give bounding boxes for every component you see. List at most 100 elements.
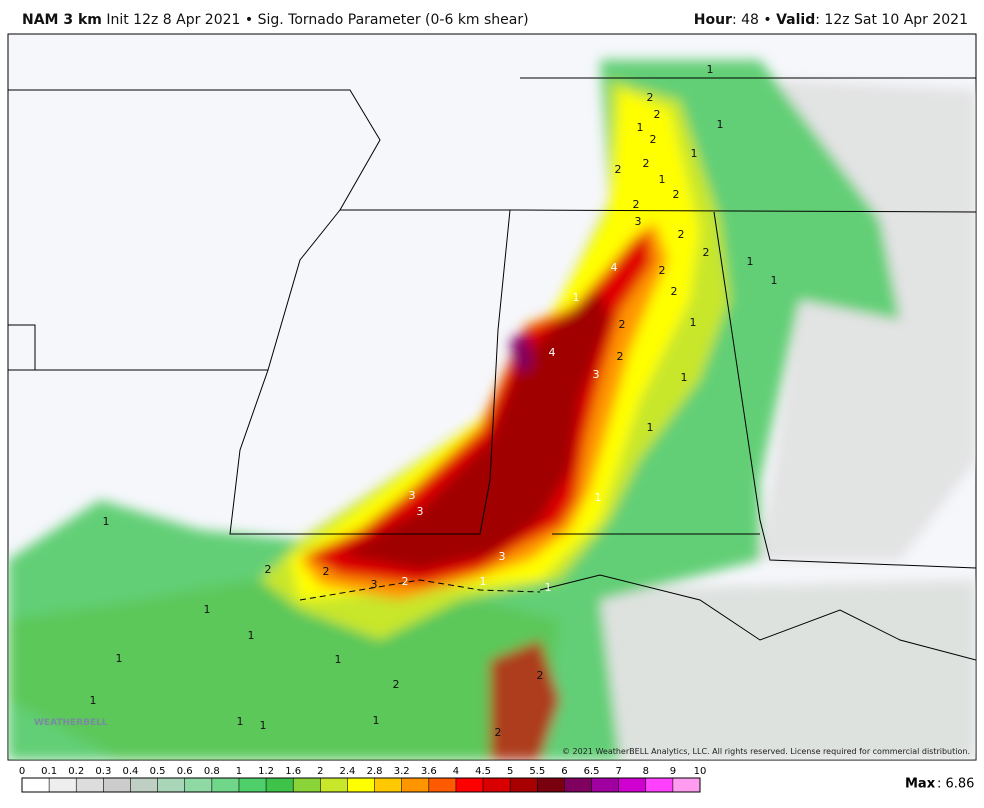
colorbar-bin	[347, 778, 375, 792]
contour-label: 2	[633, 198, 640, 211]
contour-label: 2	[615, 163, 622, 176]
colorbar-tick-label: 9	[670, 766, 676, 777]
contour-label: 2	[659, 264, 666, 277]
colorbar-tick-label: 4	[453, 766, 459, 777]
colorbar-bin	[564, 778, 592, 792]
colorbar-bin	[483, 778, 511, 792]
contour-label: 2	[703, 246, 710, 259]
contour-label: 1	[90, 694, 97, 707]
contour-label: 1	[707, 63, 714, 76]
contour-label: 1	[647, 421, 654, 434]
colorbar-tick-label: 1.2	[258, 766, 274, 777]
colorbar-tick-label: 1	[236, 766, 242, 777]
colorbar-tick-label: 0	[19, 766, 25, 777]
description: Init 12z 8 Apr 2021 • Sig. Tornado Param…	[106, 12, 529, 28]
contour-label: 1	[771, 274, 778, 287]
colorbar-tick-label: 10	[694, 766, 707, 777]
contour-label: 3	[499, 550, 506, 563]
contour-label: 2	[393, 678, 400, 691]
colorbar-tick-label: 3.2	[394, 766, 410, 777]
colorbar-tick-label: 4.5	[475, 766, 491, 777]
colorbar-bin	[211, 778, 239, 792]
colorbar-bin	[320, 778, 348, 792]
max-value: : 6.86	[937, 777, 974, 792]
colorbar-tick-label: 0.3	[95, 766, 111, 777]
logo: WEATHERBELL	[34, 718, 108, 728]
contour-label: 1	[717, 118, 724, 131]
boundaries	[8, 77, 976, 661]
contour-label: 2	[673, 188, 680, 201]
contour-label: 1	[204, 603, 211, 616]
colorbar-bin	[22, 778, 50, 792]
colorbar-bin	[428, 778, 456, 792]
colorbar-bin	[510, 778, 538, 792]
contour-label: 3	[635, 215, 642, 228]
contour-label: 2	[265, 563, 272, 576]
contour-label: 2	[643, 157, 650, 170]
contour-label: 2	[650, 133, 657, 146]
colorbar-bin	[157, 778, 185, 792]
contour-label: 1	[103, 515, 110, 528]
colorbar-bin	[76, 778, 104, 792]
colorbar-tick-label: 0.8	[204, 766, 220, 777]
colorbar-tick-label: 1.6	[285, 766, 301, 777]
colorbar-tick-label: 8	[643, 766, 649, 777]
copyright: © 2021 WeatherBELL Analytics, LLC. All r…	[562, 747, 970, 756]
colorbar-bin	[672, 778, 700, 792]
contour-label: 1	[637, 121, 644, 134]
contour-label: 1	[545, 581, 552, 594]
header-right: Hour: 48 • Valid: 12z Sat 10 Apr 2021	[694, 12, 968, 28]
colorbar-tick-label: 5.5	[529, 766, 545, 777]
colorbar-bin	[49, 778, 77, 792]
contour-label: 3	[409, 489, 416, 502]
colorbar-tick-label: 0.6	[177, 766, 193, 777]
contour-label: 1	[116, 652, 123, 665]
contour-label: 1	[573, 291, 580, 304]
contour-label: 3	[593, 368, 600, 381]
colorbar-tick-label: 3.6	[421, 766, 437, 777]
colorbar-tick-label: 2	[317, 766, 323, 777]
contour-label: 2	[537, 669, 544, 682]
colorbar-bin	[645, 778, 673, 792]
contour-label: 1	[260, 719, 267, 732]
colorbar-tick-label: 2.4	[339, 766, 355, 777]
colorbar-bin	[401, 778, 429, 792]
contour-label: 2	[402, 575, 409, 588]
contour-label: 1	[480, 575, 487, 588]
contour-label: 3	[371, 578, 378, 591]
contour-label: 1	[691, 147, 698, 160]
colorbar-bin	[374, 778, 402, 792]
colorbar-tick-label: 7	[615, 766, 621, 777]
contour-label: 1	[690, 316, 697, 329]
colorbar-bin	[591, 778, 619, 792]
contour-label: 2	[654, 108, 661, 121]
contour-label: 2	[495, 726, 502, 739]
colorbar-bin	[184, 778, 212, 792]
contour-label: 3	[417, 505, 424, 518]
colorbar-tick-label: 5	[507, 766, 513, 777]
contour-label: 2	[671, 285, 678, 298]
header-left: NAM 3 km Init 12z 8 Apr 2021 • Sig. Torn…	[22, 12, 529, 28]
colorbar-bin	[238, 778, 267, 792]
colorbar-bin	[537, 778, 565, 792]
contour-label: 4	[611, 261, 618, 274]
colorbar-bin	[266, 778, 294, 792]
hour-label: Hour	[693, 12, 732, 28]
hour-value: : 48 •	[731, 12, 777, 28]
contour-label: 1	[595, 491, 602, 504]
contour-label: 1	[248, 629, 255, 642]
contour-label: 1	[747, 255, 754, 268]
colorbar-tick-label: 6.5	[584, 766, 600, 777]
contour-label: 2	[647, 91, 654, 104]
max-label: Max	[905, 777, 936, 792]
colorbar-tick-label: 0.4	[123, 766, 139, 777]
valid-label: Valid	[776, 12, 816, 28]
contour-label: 1	[659, 173, 666, 186]
colorbar-tick-label: 0.2	[68, 766, 84, 777]
colorbar-bin	[293, 778, 321, 792]
colorbar-bin	[618, 778, 646, 792]
contour-label: 2	[617, 350, 624, 363]
contour-label: 2	[323, 565, 330, 578]
